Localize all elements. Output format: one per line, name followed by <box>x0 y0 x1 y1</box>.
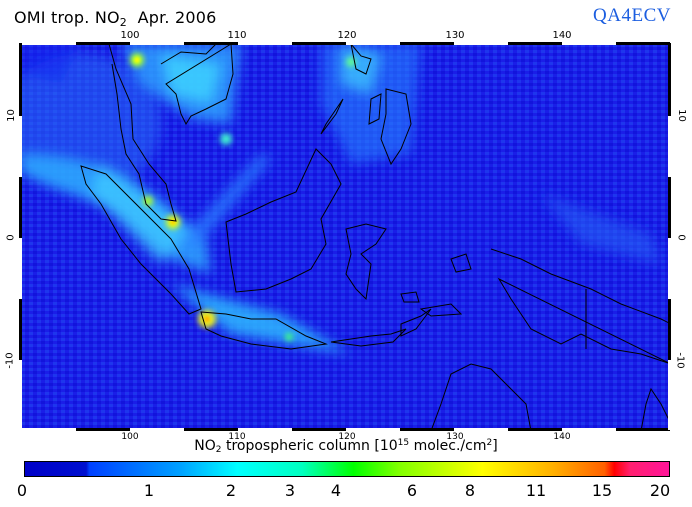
colorbar-tick-label: 8 <box>464 481 476 500</box>
lon-tick-label: 120 <box>337 30 357 41</box>
colorbar-tick-label: 15 <box>591 481 613 500</box>
plot-title: OMI trop. NO2 Apr. 2006 <box>14 8 216 29</box>
right-frame-ticks <box>668 43 671 430</box>
lon-tick-label: 100 <box>121 432 139 442</box>
xlabel-part: molec./cm <box>409 438 487 454</box>
lat-tick-label: 10 <box>675 109 687 122</box>
bottom-frame-ticks <box>20 428 670 431</box>
lon-tick-label: 130 <box>445 30 465 41</box>
xlabel-sup: 15 <box>397 438 410 448</box>
lon-tick-label: 140 <box>553 432 571 442</box>
lon-tick-label: 140 <box>552 30 572 41</box>
title-prefix: OMI trop. NO <box>14 8 120 27</box>
xlabel-part: tropospheric column [10 <box>221 438 398 454</box>
lon-tick-label: 100 <box>120 30 140 41</box>
brand-label: QA4ECV <box>593 5 671 26</box>
colorbar-tick-label: 3 <box>284 481 296 500</box>
colorbar-tick-label: 11 <box>525 481 547 500</box>
title-subscript: 2 <box>119 16 127 29</box>
top-frame-ticks <box>20 42 670 45</box>
colorbar-tick-label: 6 <box>406 481 418 500</box>
lon-tick-label: 110 <box>228 432 246 442</box>
lon-tick-label: 130 <box>446 432 464 442</box>
lat-tick-label: 10 <box>5 109 17 122</box>
title-date: Apr. 2006 <box>137 8 217 27</box>
map-canvas <box>21 44 669 429</box>
xlabel-part: NO <box>194 438 216 454</box>
xlabel-part: ] <box>492 438 498 454</box>
colorbar-tick-label: 1 <box>143 481 155 500</box>
xlabel-sub: 2 <box>215 445 222 455</box>
colorbar-tick-label: 4 <box>330 481 342 500</box>
lat-tick-label: -10 <box>674 352 686 369</box>
coastlines <box>80 44 669 429</box>
colorbar-tick-label: 0 <box>16 481 28 500</box>
lat-tick-label: 0 <box>5 234 17 241</box>
lat-tick-label: -10 <box>4 352 16 369</box>
colorbar-title: NO2 tropospheric column [1015 molec./cm2… <box>0 438 692 455</box>
lat-tick-label: 0 <box>675 234 687 241</box>
colorbar <box>24 461 670 477</box>
colorbar-tick-label: 2 <box>225 481 237 500</box>
lon-tick-label: 120 <box>338 432 356 442</box>
left-frame-ticks <box>19 43 22 430</box>
colorbar-tick-label: 20 <box>649 481 671 500</box>
lon-tick-label: 110 <box>227 30 247 41</box>
xlabel-sup: 2 <box>486 438 493 448</box>
no2-map[interactable] <box>20 43 670 430</box>
